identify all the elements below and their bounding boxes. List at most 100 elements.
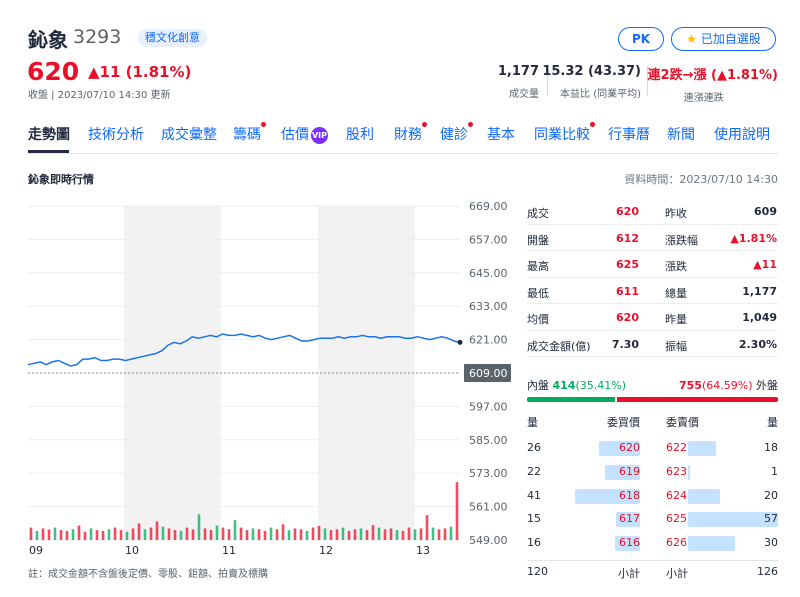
pk-button[interactable]: PK bbox=[618, 27, 664, 51]
inside-value: 414 bbox=[552, 379, 576, 392]
y-tick-label: 621.00 bbox=[469, 334, 508, 347]
volume-bar bbox=[101, 530, 105, 540]
quote-val2: 1,049 bbox=[742, 311, 777, 324]
tab-9[interactable]: 同業比較 bbox=[534, 122, 595, 144]
volume-bar bbox=[365, 530, 369, 540]
industry-tag[interactable]: 穩文化創意 bbox=[138, 29, 207, 47]
volume-bar bbox=[41, 528, 45, 540]
ask-qty: 1 bbox=[771, 464, 778, 478]
volume-bar bbox=[77, 525, 81, 540]
divider bbox=[647, 66, 648, 96]
watchlist-label: 已加自選股 bbox=[700, 32, 761, 46]
volume-bar bbox=[371, 525, 375, 540]
current-price: 620 bbox=[27, 57, 80, 86]
volume-bar bbox=[167, 528, 171, 540]
volume-bar bbox=[281, 524, 285, 540]
tab-6[interactable]: 財務 bbox=[394, 122, 427, 144]
notification-dot bbox=[261, 122, 266, 127]
volume-bar bbox=[125, 531, 129, 540]
quote-lab2: 昨量 bbox=[665, 313, 687, 326]
tab-8[interactable]: 基本 bbox=[487, 124, 515, 144]
stat-pe: 15.32 (43.37) 本益比 (同業平均) bbox=[542, 64, 641, 100]
tab-12[interactable]: 使用說明 bbox=[714, 124, 770, 144]
quote-val: 7.30 bbox=[611, 337, 639, 351]
y-tick-label: 657.00 bbox=[469, 233, 508, 246]
tab-label: 健診 bbox=[440, 127, 468, 143]
y-tick-label: 597.00 bbox=[469, 400, 508, 413]
volume-bar bbox=[47, 529, 51, 540]
volume-bar bbox=[209, 530, 213, 540]
ask-price-header: 委賣價 bbox=[666, 416, 699, 429]
tab-5[interactable]: 股利 bbox=[346, 124, 374, 144]
volume-bar bbox=[305, 530, 309, 540]
tab-11[interactable]: 新聞 bbox=[667, 124, 695, 144]
tab-bar: 走勢圖 技術分析 成交彙整 籌碼 估價 VIP 股利 財務 健診 基本 同業比較 行事曆 新聞 使用說明 bbox=[28, 122, 778, 152]
ask-volume-bar bbox=[688, 536, 736, 552]
watchlist-button[interactable]: ★ 已加自選股 bbox=[671, 27, 776, 51]
bid-qty: 41 bbox=[527, 488, 541, 502]
volume-bar bbox=[419, 528, 423, 540]
volume-bar bbox=[383, 529, 387, 540]
volume-bar bbox=[29, 527, 33, 540]
stat-volume: 1,177 成交量 bbox=[498, 64, 539, 100]
bid-price: 618 bbox=[619, 488, 640, 502]
volume-bar bbox=[347, 530, 351, 540]
quote-lab2: 振幅 bbox=[665, 339, 687, 353]
quote-lab: 開盤 bbox=[527, 233, 549, 247]
price-line bbox=[27, 333, 461, 367]
notification-dot bbox=[422, 122, 427, 127]
quote-val2: 1,177 bbox=[742, 284, 777, 298]
bid-volume-bar bbox=[616, 512, 640, 528]
volume-bar bbox=[293, 528, 297, 540]
ask-qty: 20 bbox=[764, 488, 778, 502]
tab-label: 成交彙整 bbox=[161, 127, 217, 143]
tab-1[interactable]: 技術分析 bbox=[88, 124, 144, 144]
volume-bar bbox=[377, 527, 381, 540]
bid-qty: 26 bbox=[527, 441, 541, 454]
volume-bar bbox=[443, 528, 447, 540]
volume-bar bbox=[137, 523, 141, 540]
reference-label: 609.00 bbox=[469, 367, 508, 380]
volume-bar bbox=[65, 530, 69, 540]
outside-pct: (64.59%) bbox=[701, 379, 753, 392]
volume-bar bbox=[353, 529, 357, 540]
tab-4[interactable]: 估價 VIP bbox=[281, 124, 328, 144]
volume-bar bbox=[113, 527, 117, 540]
tab-7[interactable]: 健診 bbox=[440, 122, 473, 144]
volume-bar bbox=[155, 521, 159, 540]
tab-label: 新聞 bbox=[667, 127, 695, 143]
price-change: ▲11 (1.81%) bbox=[88, 63, 192, 81]
inside-label: 內盤 bbox=[527, 379, 549, 392]
tab-10[interactable]: 行事曆 bbox=[608, 124, 650, 144]
volume-bar bbox=[227, 529, 231, 540]
quote-val2: 2.30% bbox=[738, 337, 777, 351]
tab-0[interactable]: 走勢圖 bbox=[28, 124, 70, 144]
bid-volume-bar bbox=[598, 441, 640, 456]
last-price-dot bbox=[457, 339, 463, 345]
update-time: 收盤 | 2023/07/10 14:30 更新 bbox=[28, 90, 171, 101]
volume-bar bbox=[341, 527, 345, 540]
tab-2[interactable]: 成交彙整 bbox=[161, 124, 217, 144]
quote-val: 611 bbox=[616, 284, 639, 298]
x-tick-label: 11 bbox=[222, 544, 236, 557]
volume-bar bbox=[203, 528, 207, 540]
volume-bar bbox=[239, 527, 243, 540]
bid-total: 120 bbox=[527, 565, 548, 578]
outside-ratio-bar bbox=[617, 397, 778, 402]
tab-label: 籌碼 bbox=[233, 127, 261, 143]
vip-badge: VIP bbox=[311, 127, 328, 144]
intraday-chart[interactable]: 669.00 657.00 645.00 633.00 621.00 609.00 597.… bbox=[0, 190, 525, 560]
divider bbox=[527, 560, 778, 561]
volume-bar bbox=[119, 530, 123, 540]
bid-qty: 15 bbox=[527, 512, 541, 526]
volume-bar bbox=[173, 530, 177, 540]
volume-bar bbox=[335, 529, 339, 540]
tab-3[interactable]: 籌碼 bbox=[233, 122, 266, 144]
divider bbox=[28, 153, 778, 154]
ask-qty: 30 bbox=[764, 536, 778, 550]
volume-bar bbox=[233, 520, 237, 540]
volume-bar bbox=[395, 530, 399, 540]
data-time: 資料時間：2023/07/10 14:30 bbox=[624, 173, 778, 186]
volume-bar bbox=[245, 530, 249, 540]
bid-volume-bar bbox=[575, 488, 640, 504]
